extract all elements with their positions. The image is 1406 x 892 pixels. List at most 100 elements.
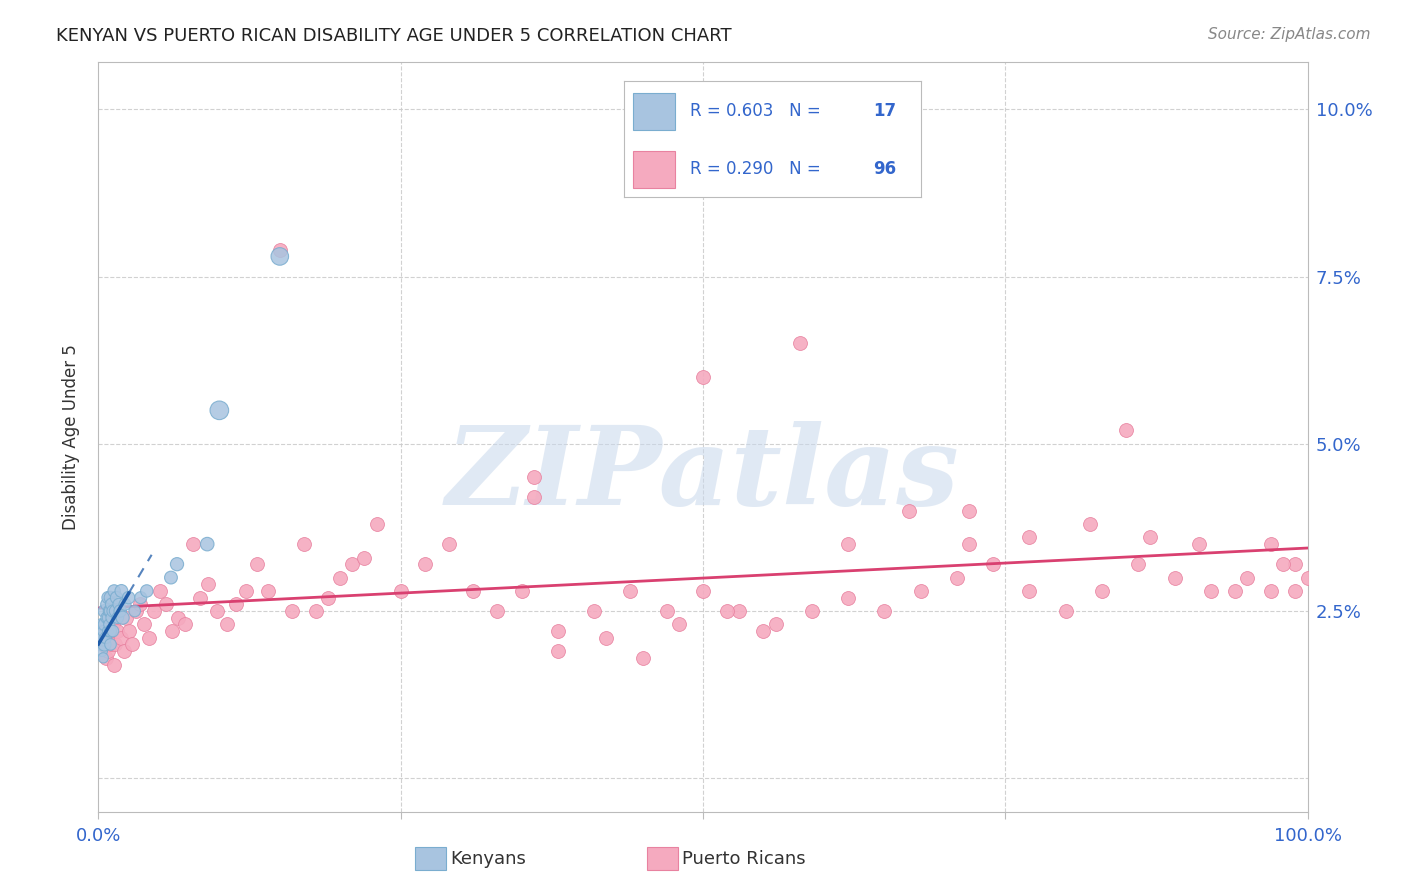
Point xyxy=(583,604,606,618)
Point xyxy=(837,591,859,605)
Point xyxy=(110,583,132,598)
Point xyxy=(90,637,112,651)
Point xyxy=(103,657,125,672)
Point xyxy=(547,644,569,658)
Point xyxy=(107,610,129,624)
Point xyxy=(1199,583,1222,598)
Point xyxy=(108,598,131,612)
Point xyxy=(246,557,269,572)
Point xyxy=(97,624,120,639)
Point xyxy=(91,617,114,632)
Point xyxy=(89,637,111,651)
Point xyxy=(91,651,114,665)
Point xyxy=(181,537,204,551)
Point xyxy=(96,598,118,612)
Point xyxy=(1223,583,1246,598)
Point xyxy=(138,631,160,645)
Point xyxy=(100,637,122,651)
Point xyxy=(329,571,352,585)
Point xyxy=(897,503,920,517)
Point xyxy=(215,617,238,632)
Point xyxy=(110,631,132,645)
Point xyxy=(93,617,115,632)
Point xyxy=(437,537,460,551)
Text: ZIPatlas: ZIPatlas xyxy=(446,421,960,528)
Point xyxy=(94,651,117,665)
Point xyxy=(668,617,690,632)
Point xyxy=(100,604,122,618)
Y-axis label: Disability Age Under 5: Disability Age Under 5 xyxy=(62,344,80,530)
Point xyxy=(134,617,156,632)
Point xyxy=(873,604,896,618)
Point xyxy=(765,617,787,632)
Point xyxy=(96,610,118,624)
Point xyxy=(100,591,122,605)
Point xyxy=(97,644,120,658)
Point xyxy=(269,243,291,257)
Point xyxy=(1018,530,1040,544)
Point xyxy=(93,637,115,651)
Point xyxy=(752,624,775,639)
Point xyxy=(728,604,751,618)
Point xyxy=(366,517,388,532)
Point xyxy=(256,583,278,598)
Point xyxy=(112,644,135,658)
Point xyxy=(235,583,257,598)
Point xyxy=(1260,537,1282,551)
Text: Kenyans: Kenyans xyxy=(450,850,526,868)
Point xyxy=(97,610,120,624)
Point xyxy=(631,651,654,665)
Point xyxy=(103,583,125,598)
Point xyxy=(1115,424,1137,438)
Point xyxy=(98,631,121,645)
Point xyxy=(789,336,811,351)
Point xyxy=(523,490,546,504)
Point xyxy=(90,624,112,639)
Point xyxy=(128,598,150,612)
Point xyxy=(342,557,364,572)
Point xyxy=(946,571,969,585)
Point xyxy=(118,591,141,605)
Text: KENYAN VS PUERTO RICAN DISABILITY AGE UNDER 5 CORRELATION CHART: KENYAN VS PUERTO RICAN DISABILITY AGE UN… xyxy=(56,27,733,45)
Point xyxy=(129,591,152,605)
Point xyxy=(1188,537,1211,551)
Point xyxy=(149,583,172,598)
Point xyxy=(208,403,231,417)
Point xyxy=(281,604,304,618)
Point xyxy=(100,598,122,612)
Point xyxy=(655,604,678,618)
Point xyxy=(111,610,134,624)
Point xyxy=(910,583,932,598)
Point xyxy=(800,604,823,618)
Point xyxy=(510,583,533,598)
Point xyxy=(1091,583,1114,598)
Point xyxy=(619,583,641,598)
Point xyxy=(166,557,188,572)
Point xyxy=(124,604,146,618)
Point xyxy=(101,604,124,618)
Point xyxy=(143,604,166,618)
Text: Puerto Ricans: Puerto Ricans xyxy=(682,850,806,868)
Point xyxy=(595,631,617,645)
Point xyxy=(692,583,714,598)
Point xyxy=(91,624,114,639)
Point xyxy=(523,470,546,484)
Point xyxy=(160,624,183,639)
Point xyxy=(91,644,114,658)
Point xyxy=(1284,583,1306,598)
Point xyxy=(125,604,148,618)
Point xyxy=(463,583,485,598)
Point xyxy=(91,631,114,645)
Point xyxy=(316,591,339,605)
Point xyxy=(160,571,183,585)
Point xyxy=(105,591,128,605)
Point xyxy=(225,598,247,612)
Point xyxy=(353,550,375,565)
Point xyxy=(115,610,138,624)
Point xyxy=(98,617,121,632)
Point xyxy=(1163,571,1185,585)
Point xyxy=(105,624,128,639)
Point xyxy=(957,537,980,551)
Point xyxy=(413,557,436,572)
Point xyxy=(174,617,197,632)
